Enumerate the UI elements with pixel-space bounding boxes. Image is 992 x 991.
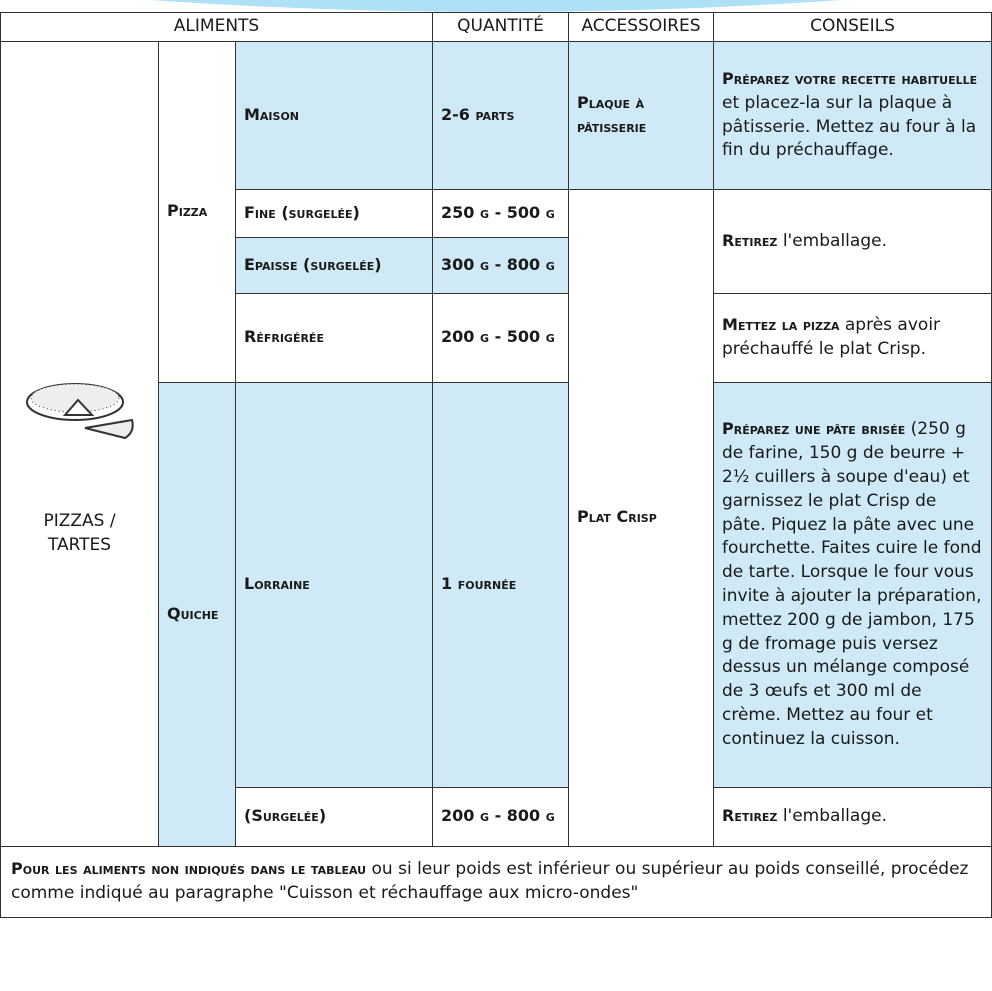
quantity: 200 g - 500 g [441,327,555,347]
row: Quiche Lorraine 1 fournée Préparez une p… [1,382,992,847]
quantity: 1 fournée [441,574,517,594]
quantity-cell: 1 fournée [432,382,570,788]
header-cell: ACCESSOIRES [568,12,715,42]
advice-bold: Mettez la pizza [722,315,840,335]
advice-cell: Retirez l'emballage. [713,189,992,294]
group-name: Pizza [167,201,208,221]
header-cell: ALIMENTS [0,12,434,42]
group-cell: Pizza [158,41,236,383]
advice: (250 g de farine, 150 g de beurre + 2½ c… [722,419,982,749]
food: Fine (surgelée) [244,202,360,222]
accessory-cell: Plat Crisp [568,189,715,847]
food: Epaisse (surgelée) [244,254,382,274]
advice-cell: Mettez la pizza après avoir préchauffé l… [713,293,992,383]
food-cell: (Surgelée) [234,787,434,847]
footer-text: ou si leur poids est inférieur ou supéri… [11,859,969,903]
accessory: Plat Crisp [577,507,657,527]
top-wave [150,0,842,12]
row: Fine (surgelée) 250 g - 500 g Plat Crisp… [1,189,992,847]
header-row: ALIMENTS QUANTITÉ ACCESSOIRES CONSEILS [0,12,992,42]
advice-bold: Retirez [722,806,778,826]
quantity-cell: 2-6 parts [432,41,570,190]
advice-bold: Retirez [722,230,778,250]
quantity: 2-6 parts [441,104,515,124]
quantity-cell: 300 g - 800 g [432,237,570,294]
row: PIZZAS / TARTES Pizza Maison 2-6 parts P… [0,41,992,847]
footer-bold: Pour les aliments non indiqués dans le t… [11,859,367,879]
header-cell: QUANTITÉ [432,12,570,42]
cooking-table: ALIMENTS QUANTITÉ ACCESSOIRES CONSEILS P… [0,12,992,918]
category-cell: PIZZAS / TARTES [0,41,159,847]
quantity-cell: 250 g - 500 g [432,189,570,238]
advice-cell: Préparez votre recette habituelle et pla… [713,41,992,190]
category-label: PIZZAS / TARTES [43,511,116,555]
row: (Surgelée) 200 g - 800 g Retirez l'embal… [1,787,992,847]
quantity: 300 g - 800 g [441,254,555,274]
group-name: Quiche [167,603,219,623]
quantity: 250 g - 500 g [441,202,555,222]
advice: et placez-la sur la plaque à pâtisserie.… [722,92,977,161]
advice: après avoir préchauffé le plat Crisp. [722,315,941,359]
food-cell: Epaisse (surgelée) [234,237,434,294]
advice-bold: Préparez votre recette habituelle [722,68,978,88]
quantity: 200 g - 800 g [441,806,555,826]
food-cell: Fine (surgelée) [234,189,434,238]
quantity-cell: 200 g - 500 g [432,293,570,383]
food-cell: Réfrigérée [234,293,434,383]
advice-cell: Préparez une pâte brisée (250 g de farin… [713,382,992,788]
pizza-icon [25,383,134,440]
accessory: Plaque à pâtisserie [577,92,647,136]
quantity-cell: 200 g - 800 g [432,787,570,847]
food: Lorraine [244,574,310,594]
food-cell: Lorraine [234,382,434,788]
advice-bold: Préparez une pâte brisée [722,419,906,439]
footer-row: Pour les aliments non indiqués dans le t… [0,846,992,918]
decoration [150,0,842,12]
food: (Surgelée) [244,806,327,826]
row: Réfrigérée 200 g - 500 g Mettez la pizza… [1,293,992,383]
advice: l'emballage. [782,806,887,827]
row: Epaisse (surgelée) 300 g - 800 g [1,237,992,294]
food: Maison [244,104,300,124]
group-cell: Quiche [158,382,236,847]
advice: l'emballage. [782,230,887,251]
footer-cell: Pour les aliments non indiqués dans le t… [0,846,992,918]
food-cell: Maison [234,41,434,190]
advice-cell: Retirez l'emballage. [713,787,992,847]
food: Réfrigérée [244,327,324,347]
accessory-cell: Plaque à pâtisserie [568,41,715,190]
header-cell: CONSEILS [713,12,992,42]
